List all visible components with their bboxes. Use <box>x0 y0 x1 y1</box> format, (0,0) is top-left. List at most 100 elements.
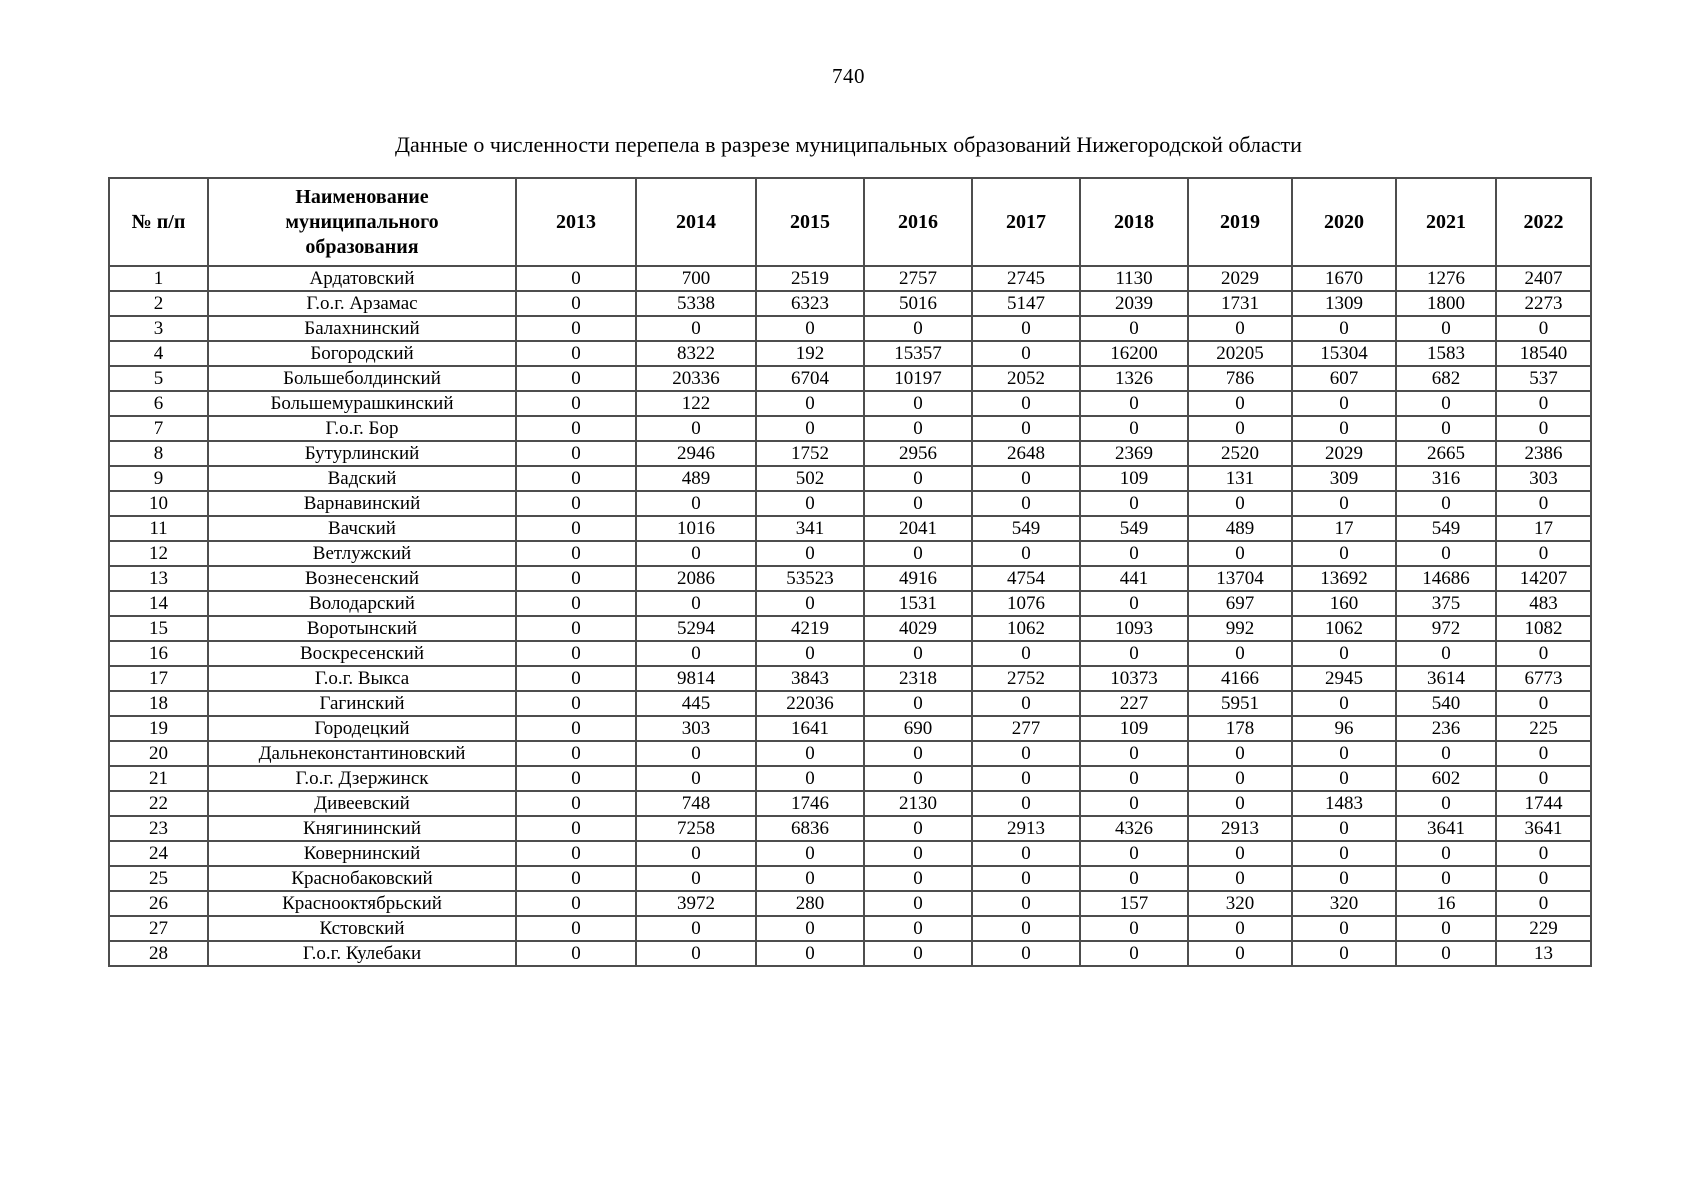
value-cell-2016: 15357 <box>863 340 973 367</box>
value-cell-2019: 0 <box>1187 740 1293 767</box>
value-cell-2017: 277 <box>971 715 1081 742</box>
value-cell-2021: 316 <box>1395 465 1497 492</box>
value-cell-2020: 15304 <box>1291 340 1397 367</box>
value-cell-2013: 0 <box>515 365 637 392</box>
row-number-cell: 20 <box>108 740 209 767</box>
value-cell-2021: 0 <box>1395 740 1497 767</box>
value-cell-2022: 0 <box>1495 865 1592 892</box>
value-cell-2014: 0 <box>635 640 757 667</box>
column-header-2015: 2015 <box>755 177 865 267</box>
municipality-name-cell: Г.о.г. Дзержинск <box>207 765 517 792</box>
table-row: 11 Вачский 0 1016 341 2041 549 549 489 17 549 17 <box>108 515 1592 542</box>
value-cell-2019: 0 <box>1187 640 1293 667</box>
row-number-cell: 17 <box>108 665 209 692</box>
value-cell-2013: 0 <box>515 340 637 367</box>
value-cell-2022: 3641 <box>1495 815 1592 842</box>
row-number-cell: 21 <box>108 765 209 792</box>
value-cell-2020: 0 <box>1291 840 1397 867</box>
value-cell-2018: 109 <box>1079 715 1189 742</box>
column-header-label: Наименование муниципального образования <box>285 185 439 258</box>
value-cell-2014: 0 <box>635 940 757 967</box>
column-header-label: 2020 <box>1324 210 1364 233</box>
value-cell-2017: 0 <box>971 865 1081 892</box>
value-cell-2022: 0 <box>1495 390 1592 417</box>
value-cell-2013: 0 <box>515 890 637 917</box>
value-cell-2020: 0 <box>1291 390 1397 417</box>
value-cell-2021: 0 <box>1395 915 1497 942</box>
row-number-cell: 1 <box>108 265 209 292</box>
value-cell-2015: 0 <box>755 740 865 767</box>
value-cell-2014: 5294 <box>635 615 757 642</box>
value-cell-2013: 0 <box>515 390 637 417</box>
value-cell-2014: 2086 <box>635 565 757 592</box>
value-cell-2015: 0 <box>755 865 865 892</box>
value-cell-2019: 2913 <box>1187 815 1293 842</box>
value-cell-2017: 0 <box>971 740 1081 767</box>
value-cell-2022: 0 <box>1495 315 1592 342</box>
value-cell-2018: 0 <box>1079 590 1189 617</box>
municipality-name-cell: Г.о.г. Выкса <box>207 665 517 692</box>
value-cell-2020: 1062 <box>1291 615 1397 642</box>
value-cell-2022: 6773 <box>1495 665 1592 692</box>
value-cell-2019: 2029 <box>1187 265 1293 292</box>
value-cell-2021: 3641 <box>1395 815 1497 842</box>
row-number-cell: 24 <box>108 840 209 867</box>
value-cell-2016: 0 <box>863 915 973 942</box>
value-cell-2017: 0 <box>971 790 1081 817</box>
value-cell-2020: 0 <box>1291 690 1397 717</box>
value-cell-2022: 225 <box>1495 715 1592 742</box>
value-cell-2013: 0 <box>515 315 637 342</box>
value-cell-2019: 0 <box>1187 790 1293 817</box>
table-row: 2 Г.о.г. Арзамас 0 5338 6323 5016 5147 2039 1731… <box>108 290 1592 317</box>
municipality-name-cell: Вадский <box>207 465 517 492</box>
value-cell-2019: 0 <box>1187 540 1293 567</box>
value-cell-2014: 0 <box>635 840 757 867</box>
value-cell-2017: 1062 <box>971 615 1081 642</box>
row-number-cell: 6 <box>108 390 209 417</box>
value-cell-2015: 6704 <box>755 365 865 392</box>
value-cell-2015: 6836 <box>755 815 865 842</box>
row-number-cell: 28 <box>108 940 209 967</box>
value-cell-2019: 0 <box>1187 390 1293 417</box>
value-cell-2016: 2318 <box>863 665 973 692</box>
value-cell-2022: 13 <box>1495 940 1592 967</box>
value-cell-2021: 375 <box>1395 590 1497 617</box>
table-row: 20 Дальнеконстантиновский 0 0 0 0 0 0 0 0 0 0 <box>108 740 1592 767</box>
row-number-cell: 14 <box>108 590 209 617</box>
value-cell-2019: 2520 <box>1187 440 1293 467</box>
value-cell-2014: 0 <box>635 540 757 567</box>
value-cell-2018: 0 <box>1079 915 1189 942</box>
value-cell-2022: 2273 <box>1495 290 1592 317</box>
value-cell-2016: 0 <box>863 840 973 867</box>
value-cell-2016: 0 <box>863 415 973 442</box>
table-row: 22 Дивеевский 0 748 1746 2130 0 0 0 1483 0 1744 <box>108 790 1592 817</box>
value-cell-2013: 0 <box>515 540 637 567</box>
value-cell-2017: 0 <box>971 315 1081 342</box>
value-cell-2022: 303 <box>1495 465 1592 492</box>
value-cell-2013: 0 <box>515 790 637 817</box>
value-cell-2016: 0 <box>863 315 973 342</box>
municipality-name-cell: Краснобаковский <box>207 865 517 892</box>
value-cell-2013: 0 <box>515 840 637 867</box>
value-cell-2017: 2752 <box>971 665 1081 692</box>
value-cell-2014: 748 <box>635 790 757 817</box>
row-number-cell: 13 <box>108 565 209 592</box>
value-cell-2018: 0 <box>1079 740 1189 767</box>
value-cell-2019: 178 <box>1187 715 1293 742</box>
value-cell-2015: 341 <box>755 515 865 542</box>
value-cell-2013: 0 <box>515 940 637 967</box>
row-number-cell: 22 <box>108 790 209 817</box>
row-number-cell: 7 <box>108 415 209 442</box>
row-number-cell: 10 <box>108 490 209 517</box>
value-cell-2019: 4166 <box>1187 665 1293 692</box>
table-header-row: № п/п Наименование муниципального образов… <box>108 177 1592 267</box>
value-cell-2020: 0 <box>1291 815 1397 842</box>
value-cell-2022: 0 <box>1495 640 1592 667</box>
value-cell-2017: 5147 <box>971 290 1081 317</box>
value-cell-2021: 0 <box>1395 390 1497 417</box>
row-number-cell: 9 <box>108 465 209 492</box>
value-cell-2022: 0 <box>1495 840 1592 867</box>
value-cell-2016: 0 <box>863 865 973 892</box>
value-cell-2017: 4754 <box>971 565 1081 592</box>
